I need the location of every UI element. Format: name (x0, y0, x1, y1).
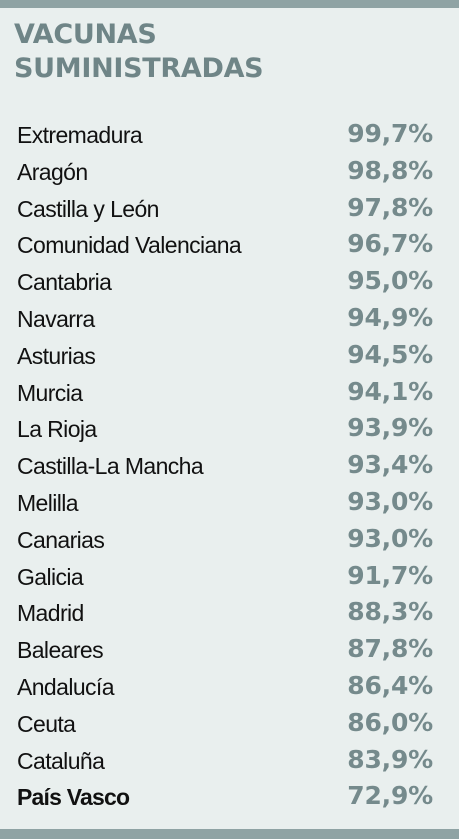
table-row: Extremadura 99,7% (0, 117, 459, 154)
table-row: La Rioja 93,9% (0, 411, 459, 448)
table-row: Ceuta 86,0% (0, 706, 459, 743)
region-label: Navarra (17, 305, 95, 332)
region-label: Andalucía (17, 673, 115, 700)
table-row: Galicia 91,7% (0, 559, 459, 596)
region-label: Melilla (17, 489, 79, 516)
table-row: Andalucía 86,4% (0, 669, 459, 706)
table-row: Asturias 94,5% (0, 338, 459, 375)
vaccine-percentage: 83,9% (347, 744, 433, 774)
top-rule (0, 0, 459, 8)
vaccine-percentage: 95,0% (347, 266, 433, 296)
region-label: Cataluña (17, 747, 105, 774)
table-row: País Vasco 72,9% (0, 779, 459, 816)
vaccine-percentage: 93,0% (347, 486, 433, 516)
table-row: Canarias 93,0% (0, 522, 459, 559)
vaccine-percentage: 98,8% (347, 155, 433, 185)
table-row: Madrid 88,3% (0, 595, 459, 632)
table-rows: Extremadura 99,7% Aragón 98,8% Castilla y Le… (0, 117, 459, 816)
title-line-1: VACUNAS (14, 19, 157, 50)
region-label: Castilla y León (17, 195, 159, 222)
vaccine-percentage: 96,7% (347, 229, 433, 259)
region-label: Murcia (17, 379, 83, 406)
table-row: Navarra 94,9% (0, 301, 459, 338)
region-label: Madrid (17, 600, 84, 627)
vaccine-percentage: 93,9% (347, 413, 433, 443)
region-label: Canarias (17, 526, 105, 553)
table-row: Cantabria 95,0% (0, 264, 459, 301)
table-row: Baleares 87,8% (0, 632, 459, 669)
table-row: Comunidad Valenciana 96,7% (0, 227, 459, 264)
region-label: Asturias (17, 342, 96, 369)
region-label: Cantabria (17, 269, 112, 296)
table-title: VACUNAS SUMINISTRADAS (14, 18, 264, 86)
region-label: Extremadura (17, 122, 143, 148)
region-label: País Vasco (17, 784, 130, 811)
region-label: Aragón (17, 158, 88, 185)
region-label: Ceuta (17, 710, 76, 737)
bottom-rule (0, 829, 459, 839)
table-row: Cataluña 83,9% (0, 743, 459, 780)
vaccine-percentage: 94,5% (347, 339, 433, 369)
vaccine-percentage: 88,3% (347, 597, 433, 627)
vaccine-percentage: 93,4% (347, 450, 433, 480)
table-row: Murcia 94,1% (0, 375, 459, 412)
vaccine-percentage: 86,0% (347, 707, 433, 737)
table-row: Castilla-La Mancha 93,4% (0, 448, 459, 485)
table-row: Melilla 93,0% (0, 485, 459, 522)
table-row: Aragón 98,8% (0, 154, 459, 191)
region-label: Comunidad Valenciana (17, 232, 242, 259)
vaccine-percentage: 72,9% (347, 781, 433, 811)
table-row: Castilla y León 97,8% (0, 191, 459, 228)
vaccine-percentage: 97,8% (347, 192, 433, 222)
region-label: Baleares (17, 637, 104, 664)
vaccine-percentage: 99,7% (347, 119, 433, 148)
region-label: Castilla-La Mancha (17, 453, 204, 480)
vaccine-percentage: 91,7% (347, 560, 433, 590)
vaccine-percentage: 94,9% (347, 302, 433, 332)
title-line-2: SUMINISTRADAS (14, 53, 264, 84)
region-label: La Rioja (17, 416, 97, 443)
vaccine-percentage: 93,0% (347, 523, 433, 553)
vaccine-percentage: 87,8% (347, 634, 433, 664)
vaccine-percentage: 86,4% (347, 670, 433, 700)
vaccine-percentage: 94,1% (347, 376, 433, 406)
region-label: Galicia (17, 563, 84, 590)
